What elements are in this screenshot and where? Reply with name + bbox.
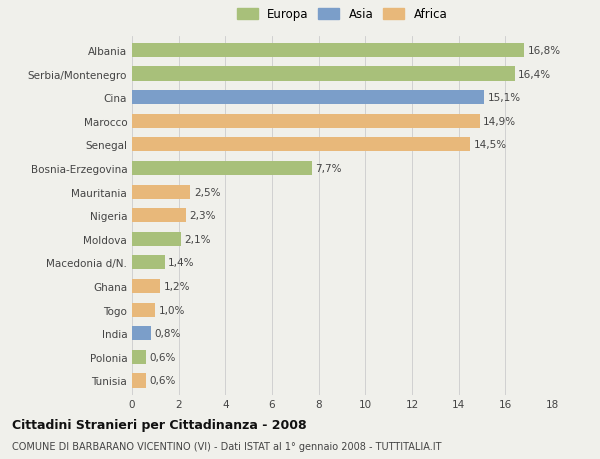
Text: 14,9%: 14,9% xyxy=(483,117,516,127)
Bar xyxy=(132,162,311,176)
Bar xyxy=(132,114,479,129)
Text: 2,3%: 2,3% xyxy=(189,211,215,221)
Bar xyxy=(132,303,155,317)
Bar xyxy=(132,138,470,152)
Text: Cittadini Stranieri per Cittadinanza - 2008: Cittadini Stranieri per Cittadinanza - 2… xyxy=(12,418,307,431)
Bar xyxy=(132,91,484,105)
Bar xyxy=(132,185,190,199)
Text: COMUNE DI BARBARANO VICENTINO (VI) - Dati ISTAT al 1° gennaio 2008 - TUTTITALIA.: COMUNE DI BARBARANO VICENTINO (VI) - Dat… xyxy=(12,441,442,451)
Text: 1,0%: 1,0% xyxy=(159,305,185,315)
Text: 2,5%: 2,5% xyxy=(194,187,220,197)
Text: 16,4%: 16,4% xyxy=(518,69,551,79)
Bar xyxy=(132,256,164,270)
Bar xyxy=(132,232,181,246)
Bar xyxy=(132,280,160,293)
Legend: Europa, Asia, Africa: Europa, Asia, Africa xyxy=(234,6,450,24)
Text: 0,6%: 0,6% xyxy=(149,352,176,362)
Bar xyxy=(132,374,146,388)
Text: 2,1%: 2,1% xyxy=(185,234,211,244)
Text: 15,1%: 15,1% xyxy=(488,93,521,103)
Text: 7,7%: 7,7% xyxy=(315,163,341,174)
Text: 1,4%: 1,4% xyxy=(168,258,194,268)
Bar xyxy=(132,67,515,81)
Text: 16,8%: 16,8% xyxy=(527,46,560,56)
Bar xyxy=(132,44,524,58)
Bar xyxy=(132,350,146,364)
Text: 0,8%: 0,8% xyxy=(154,329,181,338)
Text: 1,2%: 1,2% xyxy=(163,281,190,291)
Text: 0,6%: 0,6% xyxy=(149,375,176,386)
Bar xyxy=(132,209,185,223)
Text: 14,5%: 14,5% xyxy=(474,140,507,150)
Bar xyxy=(132,326,151,341)
